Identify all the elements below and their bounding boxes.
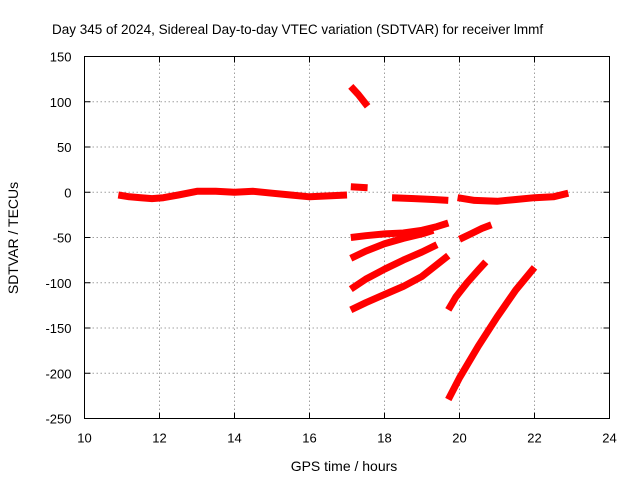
- y-tick-label: 50: [57, 140, 71, 155]
- y-tick-label: -250: [45, 412, 71, 427]
- series-s9: [349, 252, 451, 314]
- x-axis-label: GPS time / hours: [291, 458, 398, 474]
- series-s7: [349, 226, 435, 262]
- series-layer: [117, 84, 570, 402]
- y-axis-label: SDTVAR / TECUs: [5, 182, 21, 294]
- x-tick-label: 10: [77, 431, 91, 446]
- series-s4: [391, 194, 449, 204]
- series-s8: [348, 241, 439, 293]
- series-s11: [457, 221, 493, 243]
- x-tick-label: 22: [527, 431, 541, 446]
- series-s10: [445, 259, 489, 312]
- x-tick-label: 20: [452, 431, 466, 446]
- tick-layer: 10 12 14 16 18 20 22 24 -250 -200 -150 -100 -50 0 50 10…: [45, 50, 616, 446]
- x-tick-label: 12: [152, 431, 166, 446]
- series-s5: [457, 189, 570, 205]
- y-tick-label: 150: [50, 50, 72, 65]
- y-tick-label: -200: [45, 366, 71, 381]
- y-tick-label: -150: [45, 321, 71, 336]
- series-s6: [350, 219, 450, 241]
- series-s1: [117, 187, 348, 203]
- grid-layer: [84, 56, 610, 419]
- series-s2: [348, 84, 371, 109]
- x-tick-label: 24: [602, 431, 616, 446]
- y-tick-label: 100: [50, 95, 72, 110]
- x-tick-label: 18: [377, 431, 391, 446]
- series-s3: [350, 183, 368, 192]
- series-s12: [445, 265, 538, 402]
- x-tick-label: 14: [227, 431, 241, 446]
- y-tick-label: -50: [53, 231, 72, 246]
- x-tick-label: 16: [302, 431, 316, 446]
- chart-title: Day 345 of 2024, Sidereal Day-to-day VTE…: [52, 22, 543, 37]
- y-tick-label: 0: [64, 185, 71, 200]
- plot-frame: [84, 56, 610, 419]
- y-tick-label: -100: [45, 276, 71, 291]
